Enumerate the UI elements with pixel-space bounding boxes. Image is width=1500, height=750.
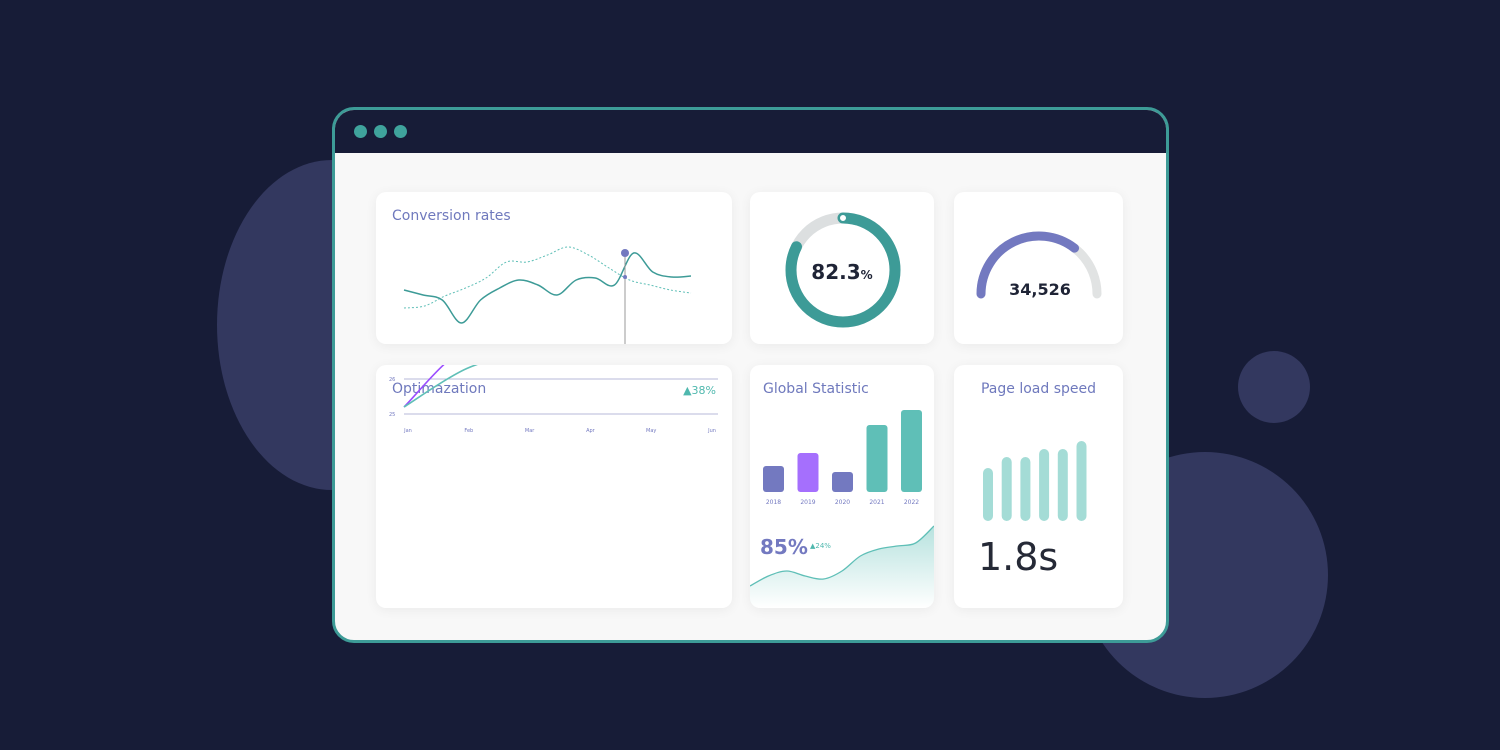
global-bar-label: 2018 bbox=[766, 499, 781, 506]
global-bar-2018 bbox=[763, 466, 784, 492]
global-area-fill bbox=[750, 526, 934, 608]
pageload-chart bbox=[983, 441, 1087, 521]
global-bar-2019 bbox=[797, 453, 819, 492]
optimization-y-tick: 26 bbox=[389, 377, 395, 383]
global-title: Global Statistic bbox=[763, 381, 869, 397]
pageload-bar bbox=[1039, 449, 1050, 521]
conversion-solid-line bbox=[403, 252, 692, 324]
donut-chart bbox=[785, 212, 901, 328]
conversion-marker-dot-small bbox=[623, 275, 627, 279]
pageload-bar bbox=[983, 468, 993, 521]
global-bar-label: 2019 bbox=[800, 499, 815, 506]
pageload-bar bbox=[1057, 449, 1068, 521]
conversion-dotted-line bbox=[403, 246, 692, 309]
global-bar-2021 bbox=[866, 425, 888, 492]
gauge-card: 34,526 bbox=[954, 192, 1123, 344]
bg-circle-small bbox=[1238, 351, 1310, 423]
optimization-chart: 2928272625JanFebMarAprMayJun bbox=[389, 365, 718, 434]
pageload-bar bbox=[1020, 457, 1031, 521]
optimization-card: Optimazation ▲38% 2928272625JanFebMarApr… bbox=[376, 365, 732, 608]
global-bar-2020 bbox=[832, 472, 853, 492]
optimization-x-tick: Feb bbox=[464, 428, 473, 434]
optimization-x-tick: Apr bbox=[586, 428, 596, 434]
donut-handle bbox=[838, 213, 848, 223]
global-bar-label: 2020 bbox=[835, 499, 850, 506]
global-chart: 2018 2019 2020 2021 2022 bbox=[750, 410, 934, 608]
optimization-title: Optimazation bbox=[392, 381, 487, 397]
gauge-chart bbox=[976, 231, 1102, 299]
optimization-line-teal bbox=[403, 365, 479, 408]
optimization-line-purple bbox=[403, 365, 445, 408]
optimization-x-tick: Jan bbox=[403, 428, 412, 434]
conversion-chart bbox=[403, 246, 692, 344]
conversion-title: Conversion rates bbox=[392, 208, 511, 224]
global-change: ▲24% bbox=[810, 542, 831, 550]
global-bar-label: 2022 bbox=[904, 499, 919, 506]
global-percent: 85% bbox=[760, 535, 808, 559]
optimization-y-tick: 25 bbox=[389, 412, 395, 418]
optimization-x-tick: Mar bbox=[525, 428, 535, 434]
global-bar-label: 2021 bbox=[869, 499, 884, 506]
conversion-card: Conversion rates bbox=[376, 192, 732, 344]
pageload-bar bbox=[1001, 457, 1012, 521]
optimization-change: ▲38% bbox=[683, 384, 716, 397]
donut-card: 82.3% bbox=[750, 192, 934, 344]
conversion-marker-dot bbox=[621, 249, 629, 257]
title-bar bbox=[335, 110, 1166, 153]
optimization-x-tick: May bbox=[646, 428, 656, 434]
browser-window: Conversion rates 82.3% 34,526 Optimazati… bbox=[332, 107, 1169, 643]
gauge-value: 34,526 bbox=[1009, 280, 1071, 299]
optimization-x-tick: Jun bbox=[707, 428, 716, 434]
pageload-bar bbox=[1076, 441, 1087, 521]
pageload-card: Page load speed 1.8s bbox=[954, 365, 1123, 608]
pageload-value: 1.8s bbox=[978, 535, 1059, 579]
gauge-fill bbox=[976, 231, 1080, 299]
window-control-minimize[interactable] bbox=[374, 125, 387, 138]
global-area-line bbox=[750, 525, 934, 587]
pageload-title: Page load speed bbox=[980, 381, 1096, 397]
window-control-close[interactable] bbox=[354, 125, 367, 138]
window-control-maximize[interactable] bbox=[394, 125, 407, 138]
global-card: Global Statistic 2018 2019 2020 2021 2022 85… bbox=[750, 365, 934, 608]
global-bar-2022 bbox=[901, 410, 922, 492]
donut-value: 82.3% bbox=[811, 260, 873, 284]
